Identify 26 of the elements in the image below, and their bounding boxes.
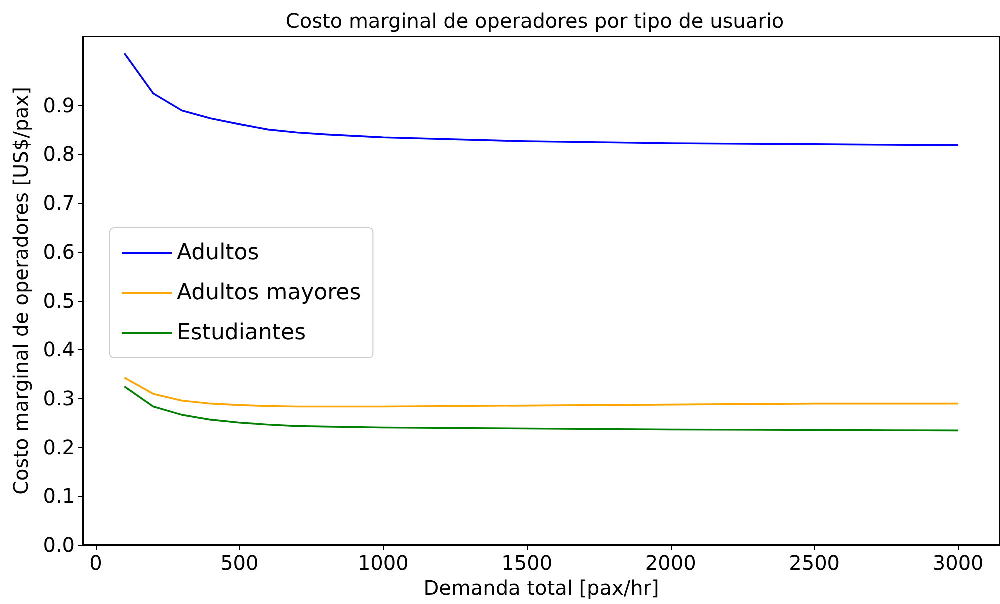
y-tick-label: 0.1 [43, 484, 75, 508]
y-tick-label: 0.6 [43, 240, 75, 264]
legend-label: Adultos mayores [177, 280, 362, 306]
line-series [124, 377, 960, 408]
x-tick-label: 3000 [932, 551, 984, 575]
x-axis-title: Demanda total [pax/hr] [424, 576, 660, 600]
y-tick-label: 0.8 [43, 142, 75, 166]
y-axis-title: Costo marginal de operadores [US$/pax] [9, 87, 33, 495]
x-tick-label: 2500 [789, 551, 840, 575]
x-tick-label: 500 [220, 551, 259, 575]
legend-label: Estudiantes [177, 320, 306, 346]
x-tick-label: 1500 [502, 551, 553, 575]
x-tick-label: 0 [90, 551, 102, 575]
y-tick-label: 0.2 [43, 435, 75, 460]
y-tick-label: 0.0 [43, 533, 75, 557]
y-tick-label: 0.5 [43, 288, 75, 313]
x-tick-label: 1000 [358, 551, 409, 575]
line-series [124, 386, 960, 432]
chart-title: Costo marginal de operadores por tipo de usuario [286, 9, 784, 33]
y-tick-label: 0.7 [43, 191, 75, 216]
y-tick-label: 0.9 [43, 93, 75, 118]
x-tick-label: 2000 [645, 551, 696, 575]
y-tick-label: 0.4 [43, 338, 75, 362]
y-tick-label: 0.3 [43, 386, 75, 410]
line-series [124, 52, 960, 146]
legend-label: Adultos [177, 240, 260, 266]
